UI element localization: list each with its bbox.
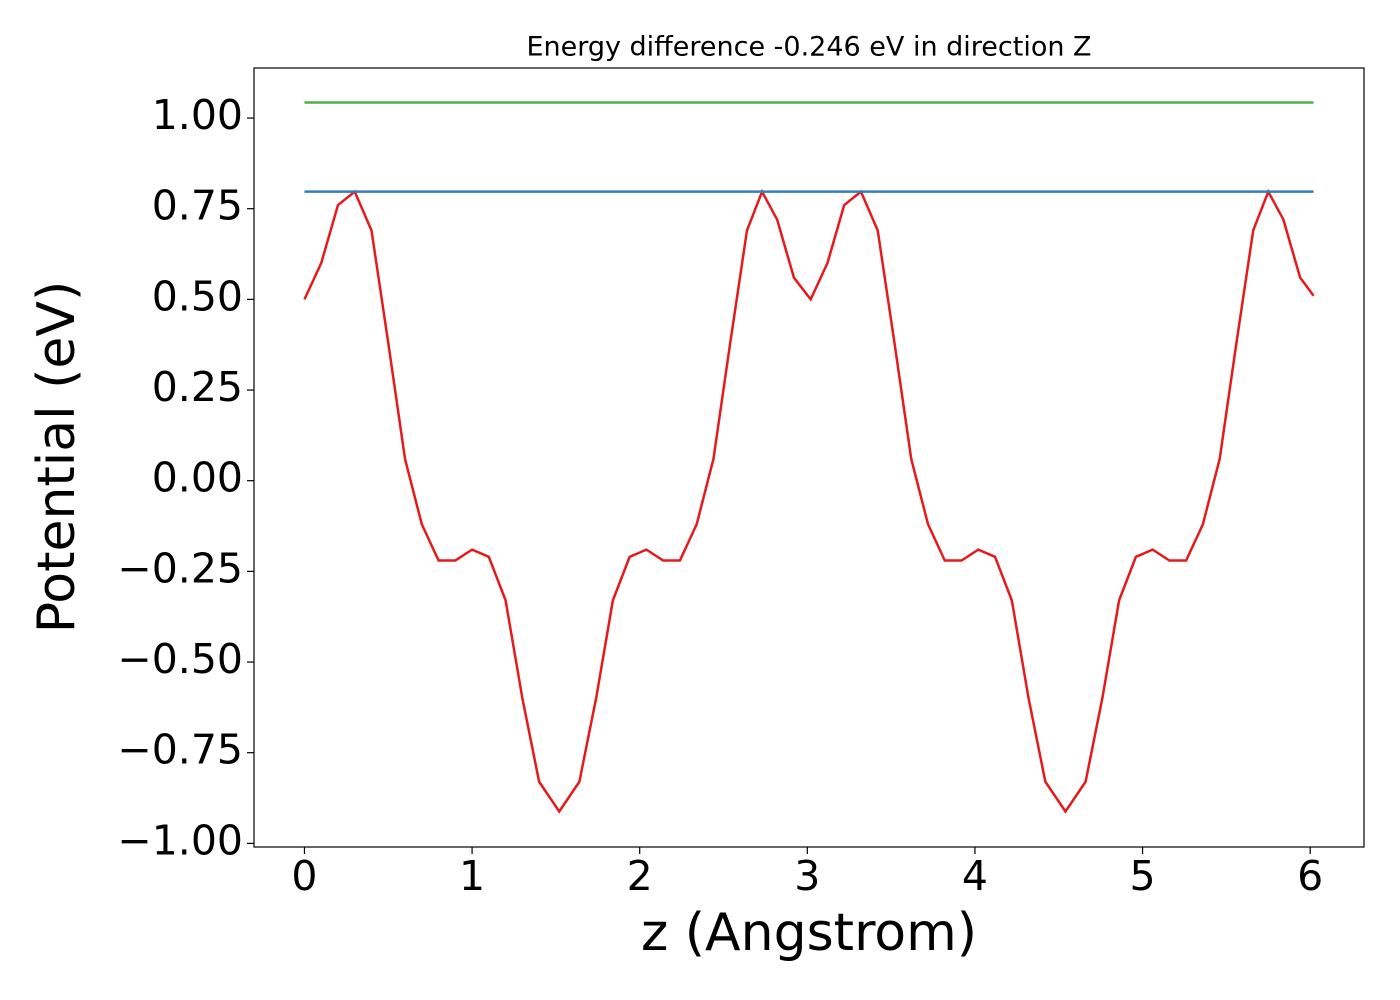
y-tick-label: −0.50 [117, 635, 243, 683]
x-tick-label: 0 [291, 852, 317, 900]
data-line [303, 188, 1315, 814]
y-axis-label: Potential (eV) [27, 281, 87, 633]
x-tick-label: 4 [962, 852, 988, 900]
y-tick-label: 0.00 [152, 454, 243, 502]
y-tick-label: −1.00 [117, 816, 243, 864]
y-tick-label: 0.50 [152, 272, 243, 320]
y-tick-label: 0.25 [152, 363, 243, 411]
x-tick-label: 6 [1297, 852, 1323, 900]
y-tick-label: −0.75 [117, 726, 243, 774]
y-tick-label: 1.00 [152, 91, 243, 139]
y-tick-label: −0.25 [117, 544, 243, 592]
x-tick-label: 3 [794, 852, 820, 900]
x-tick-label: 2 [627, 852, 653, 900]
x-tick-label: 5 [1130, 852, 1156, 900]
x-tick-label: 1 [459, 852, 485, 900]
y-tick-label: 0.75 [152, 182, 243, 230]
chart-title: Energy difference -0.246 eV in direction… [526, 32, 1091, 63]
plot-frame [253, 67, 1365, 848]
x-axis-label: z (Angstrom) [641, 903, 977, 963]
